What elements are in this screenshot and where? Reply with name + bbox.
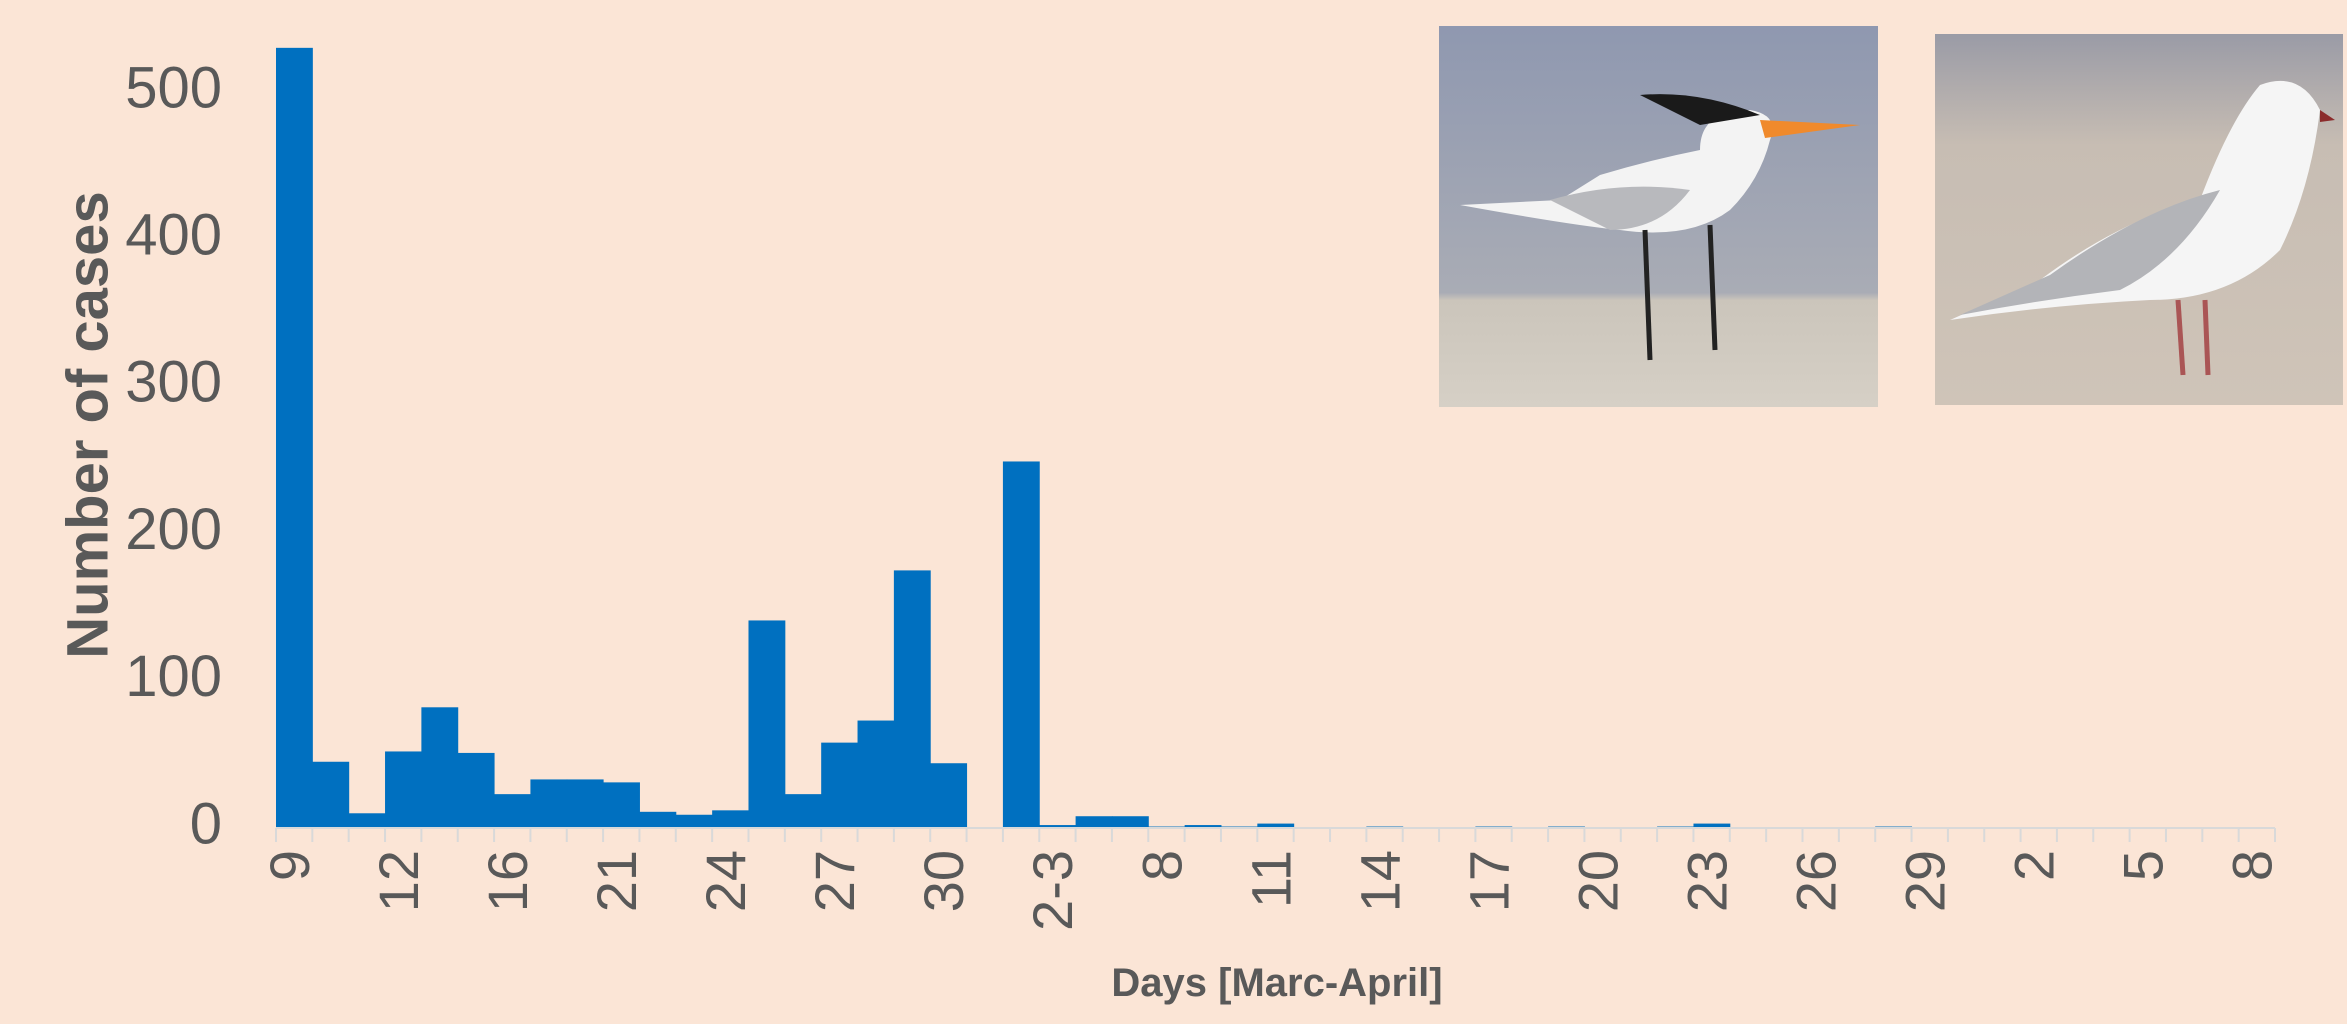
chart: Number of cases Days [Marc-April] 0 100 20… [0,0,2347,1019]
bar [712,810,749,828]
page: {"chart_data":{"type":"bar","x_label":"D… [0,0,2347,1019]
bar [821,743,858,828]
x-tick-label: 17 [1457,850,1520,912]
x-tick-label: 14 [1348,850,1411,912]
bar [748,620,785,828]
bar [349,813,386,828]
y-axis-title: Number of cases [55,191,120,658]
x-tick-label: 27 [803,850,866,912]
y-tick-label: 100 [125,644,222,709]
x-tick-label: 2-3 [1021,850,1084,931]
bar [785,794,822,828]
x-tick-label: 2 [2003,850,2066,881]
y-tick-label: 500 [125,55,222,120]
y-tick-label: 200 [125,497,222,562]
bar [676,815,713,828]
bar [930,763,967,828]
bar [276,48,313,828]
bar [603,782,640,828]
bar [1112,816,1149,828]
bar [421,707,458,828]
bar [639,812,676,828]
bar [1076,816,1113,828]
photo-gull [1935,34,2343,405]
bar [1003,461,1040,828]
x-tick-label: 8 [1130,850,1193,881]
bar [385,751,422,828]
bar [530,779,567,828]
x-tick-label: 23 [1675,850,1738,912]
bar [458,753,495,828]
x-tick-label: 29 [1894,850,1957,912]
x-tick-label: 20 [1566,850,1629,912]
bar [312,762,349,828]
bar [858,721,895,828]
bar [567,779,604,828]
x-tick-label: 30 [912,850,975,912]
x-tick-label: 8 [2221,850,2284,881]
x-tick-label: 12 [367,850,430,912]
x-tick-label: 24 [694,850,757,912]
photo-tern [1439,26,1878,407]
x-tick-label: 26 [1784,850,1847,912]
x-tick-label: 5 [2112,850,2175,881]
x-tick-label: 9 [258,850,321,881]
x-axis-title: Days [Marc-April] [1111,961,1442,1005]
y-tick-label: 400 [125,203,222,268]
y-tick-label: 300 [125,350,222,415]
x-tick-label: 21 [585,850,648,912]
bar [494,794,531,828]
x-tick-label: 11 [1239,850,1302,908]
y-tick-label: 0 [190,791,222,856]
x-tick-label: 16 [476,850,539,912]
bar [894,570,931,828]
